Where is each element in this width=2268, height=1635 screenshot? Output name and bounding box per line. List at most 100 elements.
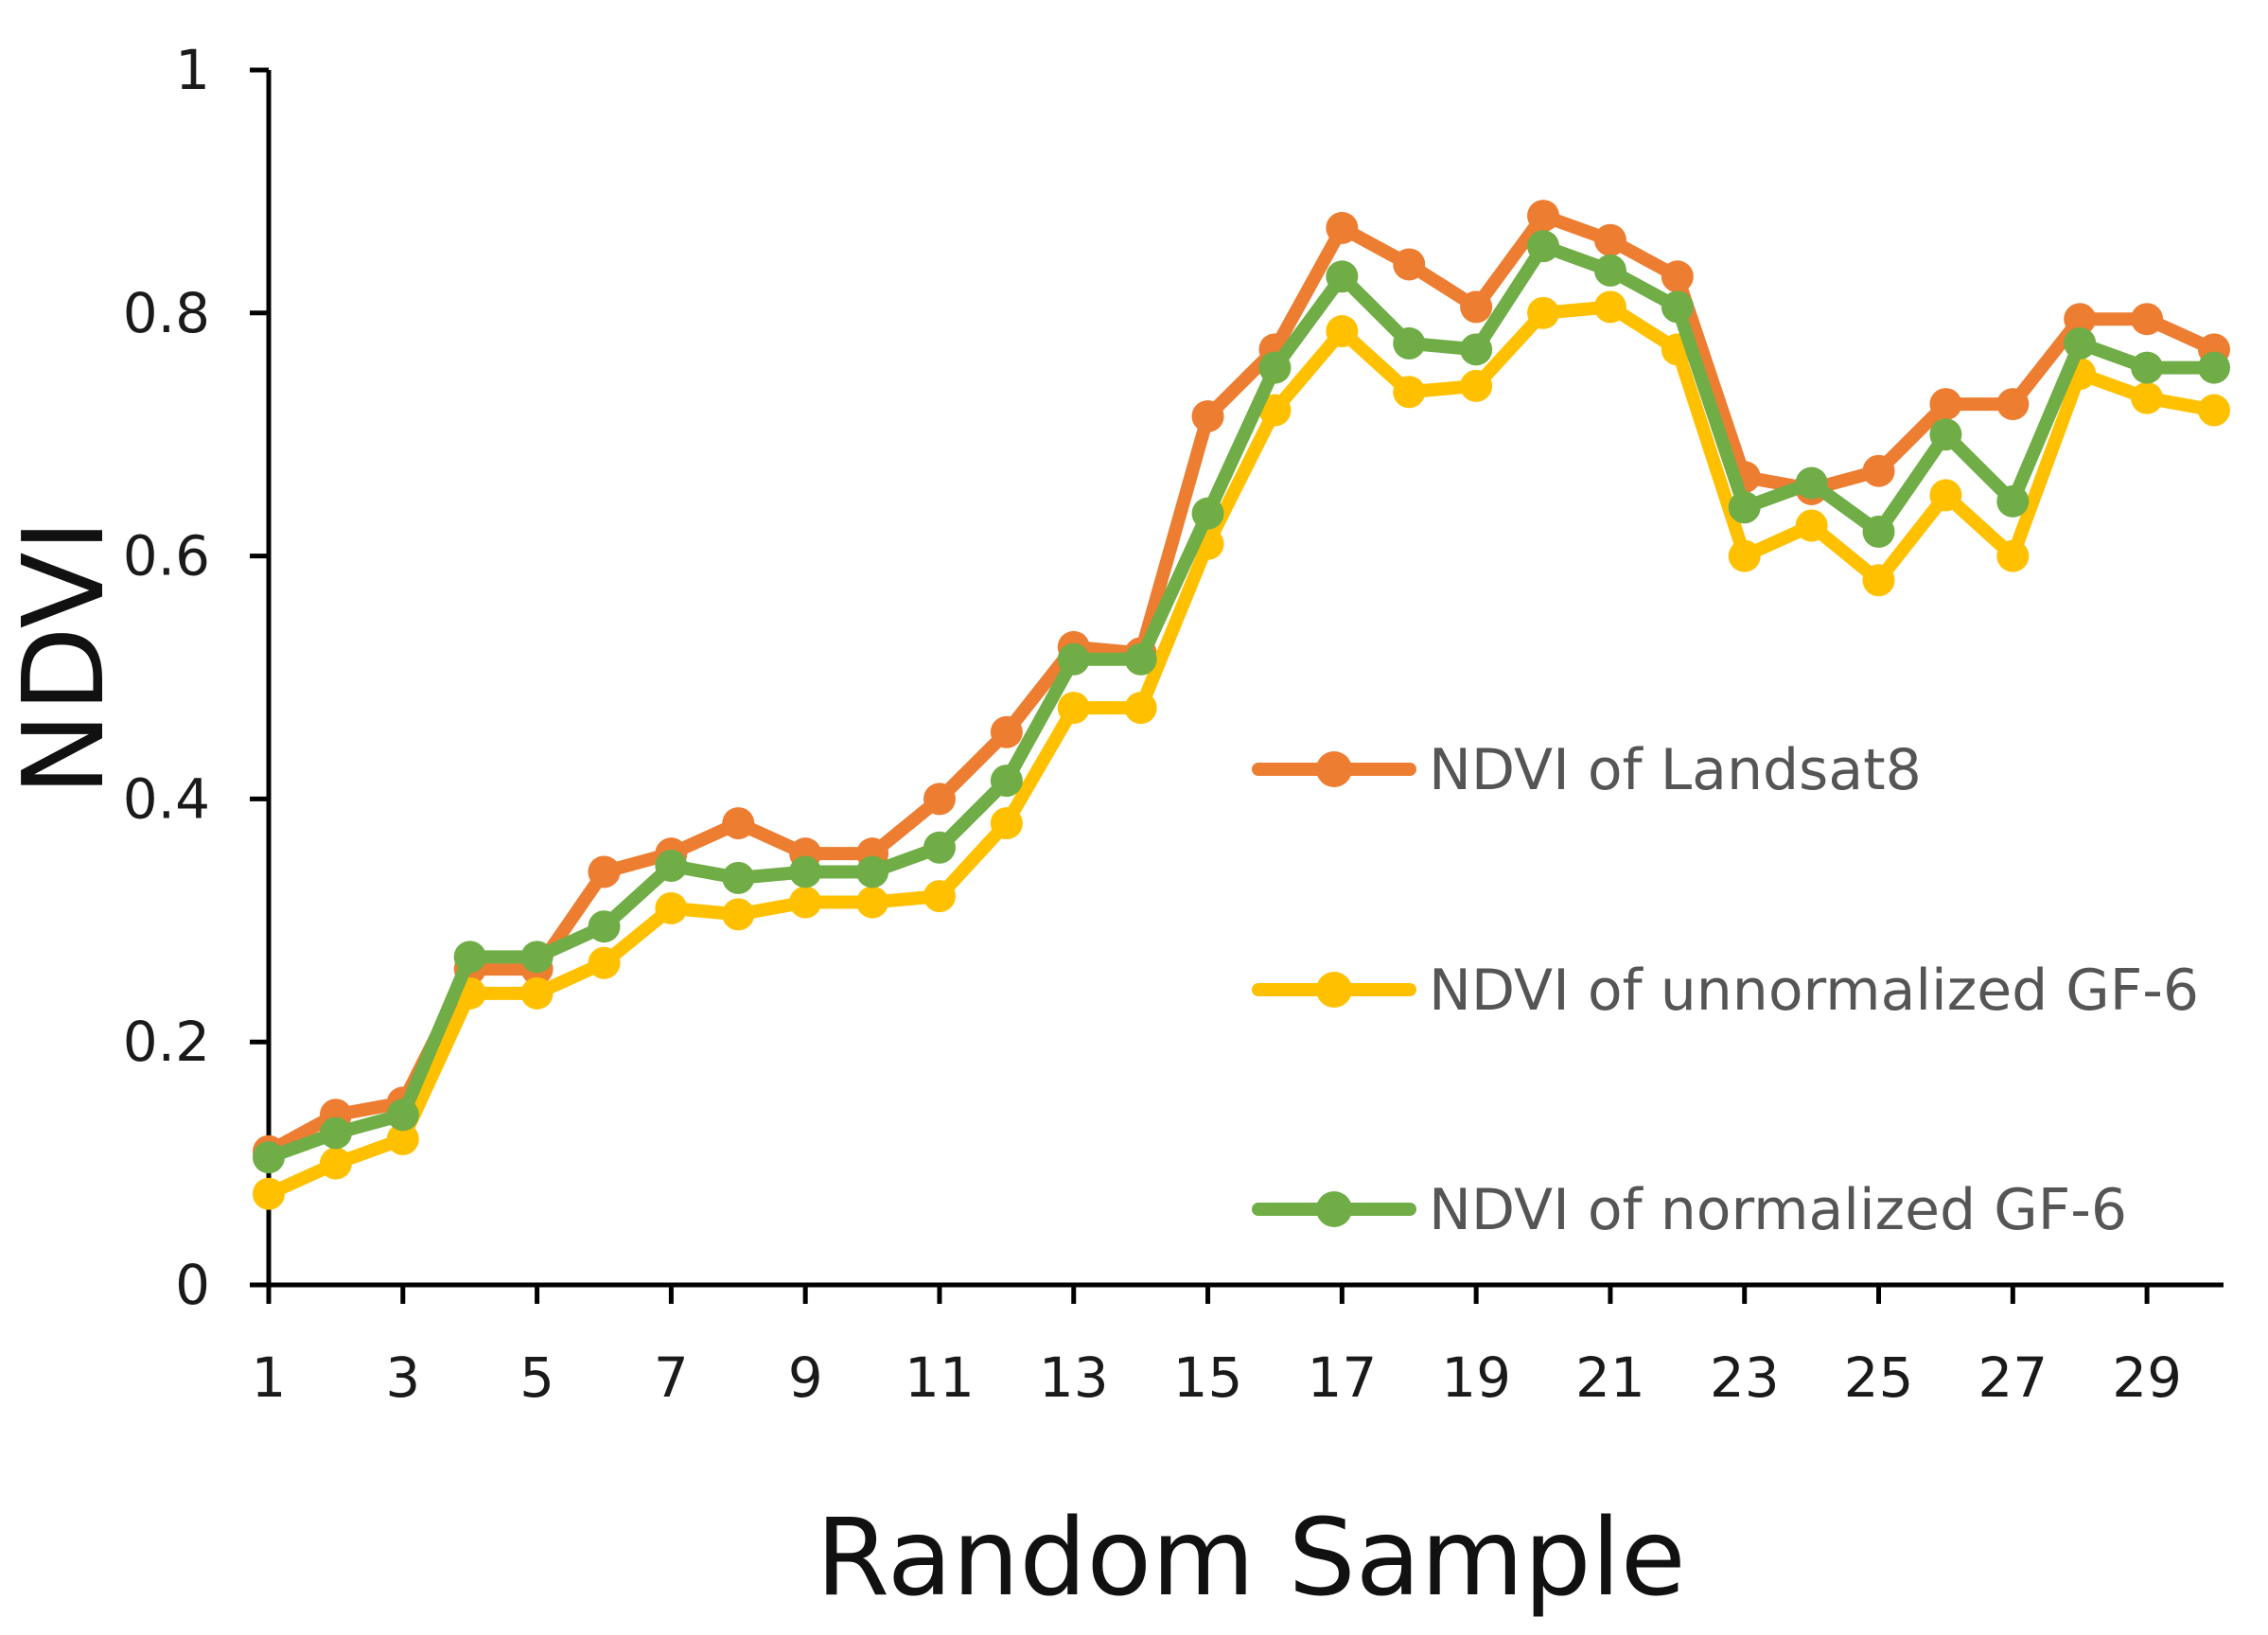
data-point: [1593, 254, 1626, 287]
y-tick-label: 0: [175, 1253, 210, 1317]
x-tick-label: 27: [1978, 1345, 2048, 1410]
x-tick-label: 15: [1173, 1345, 1243, 1410]
data-point: [1862, 454, 1895, 487]
data-point: [789, 886, 822, 919]
data-point: [990, 715, 1023, 748]
data-point: [722, 898, 755, 931]
data-point: [319, 1116, 352, 1150]
x-tick-label: 21: [1575, 1345, 1645, 1410]
data-point: [1191, 399, 1224, 432]
legend-marker: [1316, 1191, 1352, 1227]
x-tick-label: 11: [905, 1345, 975, 1410]
legend: NDVI of Landsat8 NDVI of unnormalized GF-…: [1252, 737, 2199, 1243]
data-point: [319, 1147, 352, 1180]
data-point: [2064, 326, 2097, 360]
series-2: [253, 290, 2230, 1210]
x-tick-label: 3: [385, 1345, 420, 1410]
series-layer: [253, 200, 2230, 1210]
data-point: [923, 831, 956, 864]
data-point: [789, 855, 822, 888]
data-point: [990, 765, 1023, 798]
data-point: [588, 855, 621, 888]
data-point: [1527, 200, 1560, 233]
data-point: [722, 807, 755, 840]
data-point: [1191, 497, 1224, 530]
data-point: [1929, 388, 1962, 421]
data-point: [1593, 290, 1626, 324]
y-tick-label: 0.6: [123, 524, 210, 589]
y-tick-label: 0.8: [123, 281, 210, 345]
x-tick-label: 5: [519, 1345, 554, 1410]
x-tick-label: 29: [2112, 1345, 2182, 1410]
data-point: [2131, 351, 2164, 384]
data-point: [1929, 479, 1962, 512]
y-axis-title: NDVI: [0, 519, 129, 797]
x-tick-label: 17: [1307, 1345, 1377, 1410]
data-point: [2064, 303, 2097, 336]
data-point: [722, 861, 755, 894]
data-point: [923, 782, 956, 816]
data-point: [2198, 394, 2230, 427]
data-point: [253, 1141, 285, 1174]
data-point: [1393, 376, 1426, 409]
x-tick-label: 23: [1710, 1345, 1780, 1410]
legend-item: NDVI of normalized GF-6: [1252, 1177, 2127, 1243]
data-point: [1593, 223, 1626, 256]
data-point: [2131, 303, 2164, 336]
data-point: [1057, 692, 1090, 725]
data-point: [655, 891, 688, 924]
data-point: [386, 1099, 419, 1132]
data-point: [1795, 509, 1828, 542]
legend-item: NDVI of unnormalized GF-6: [1252, 958, 2199, 1024]
data-point: [856, 886, 889, 919]
data-point: [1258, 394, 1292, 427]
x-ticks: 1 3 5 7 9 11 13 15 17 19 21 23 25 27 29: [252, 1285, 2182, 1410]
y-ticks: 0 0.2 0.4 0.6 0.8 1: [123, 38, 269, 1317]
x-tick-label: 9: [788, 1345, 823, 1410]
data-point: [1728, 539, 1761, 572]
data-point: [1393, 248, 1426, 281]
data-point: [386, 1122, 419, 1155]
data-point: [1393, 326, 1426, 360]
data-point: [1460, 369, 1493, 402]
data-point: [253, 1177, 285, 1210]
data-point: [1124, 642, 1157, 676]
x-tick-label: 13: [1039, 1345, 1109, 1410]
data-point: [2131, 381, 2164, 414]
data-point: [1862, 515, 1895, 548]
data-point: [1124, 692, 1157, 725]
x-tick-label: 19: [1441, 1345, 1511, 1410]
data-point: [2198, 351, 2230, 384]
data-point: [1527, 230, 1560, 263]
legend-label: NDVI of Landsat8: [1429, 737, 1922, 803]
x-tick-label: 1: [252, 1345, 287, 1410]
data-point: [1795, 466, 1828, 500]
y-tick-label: 0.4: [123, 766, 210, 831]
data-point: [453, 941, 486, 974]
data-point: [1862, 564, 1895, 597]
legend-marker: [1316, 751, 1352, 787]
data-point: [1996, 484, 2030, 518]
data-point: [856, 855, 889, 888]
data-point: [1527, 296, 1560, 329]
data-point: [1728, 491, 1761, 524]
legend-marker: [1316, 972, 1352, 1008]
data-point: [1661, 290, 1694, 324]
data-point: [588, 946, 621, 979]
y-tick-label: 1: [175, 38, 210, 102]
data-point: [520, 941, 554, 974]
data-point: [1326, 315, 1359, 348]
legend-label: NDVI of normalized GF-6: [1429, 1177, 2127, 1243]
data-point: [1996, 539, 2030, 572]
legend-label: NDVI of unnormalized GF-6: [1429, 958, 2199, 1024]
y-tick-label: 0.2: [123, 1010, 210, 1074]
data-point: [923, 880, 956, 913]
data-point: [1460, 333, 1493, 366]
data-point: [990, 807, 1023, 840]
data-point: [1460, 290, 1493, 324]
data-point: [1326, 260, 1359, 293]
data-point: [520, 976, 554, 1010]
data-point: [1258, 351, 1292, 384]
data-point: [1996, 388, 2030, 421]
